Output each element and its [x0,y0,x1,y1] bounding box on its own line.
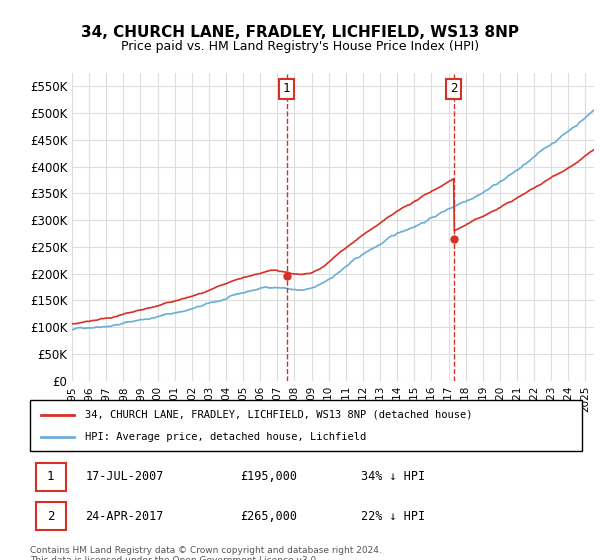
Text: 24-APR-2017: 24-APR-2017 [85,510,164,522]
Text: 2: 2 [450,82,458,95]
Text: 17-JUL-2007: 17-JUL-2007 [85,470,164,483]
Text: £265,000: £265,000 [240,510,297,522]
Text: Contains HM Land Registry data © Crown copyright and database right 2024.
This d: Contains HM Land Registry data © Crown c… [30,546,382,560]
Text: Price paid vs. HM Land Registry's House Price Index (HPI): Price paid vs. HM Land Registry's House … [121,40,479,53]
FancyBboxPatch shape [35,502,66,530]
FancyBboxPatch shape [30,400,582,451]
Text: 1: 1 [47,470,55,483]
Text: 2: 2 [47,510,55,522]
Text: 34, CHURCH LANE, FRADLEY, LICHFIELD, WS13 8NP: 34, CHURCH LANE, FRADLEY, LICHFIELD, WS1… [81,25,519,40]
Text: 1: 1 [283,82,290,95]
FancyBboxPatch shape [35,463,66,491]
Text: £195,000: £195,000 [240,470,297,483]
Text: 34% ↓ HPI: 34% ↓ HPI [361,470,425,483]
Text: 22% ↓ HPI: 22% ↓ HPI [361,510,425,522]
Text: HPI: Average price, detached house, Lichfield: HPI: Average price, detached house, Lich… [85,432,367,442]
Text: 34, CHURCH LANE, FRADLEY, LICHFIELD, WS13 8NP (detached house): 34, CHURCH LANE, FRADLEY, LICHFIELD, WS1… [85,409,473,419]
